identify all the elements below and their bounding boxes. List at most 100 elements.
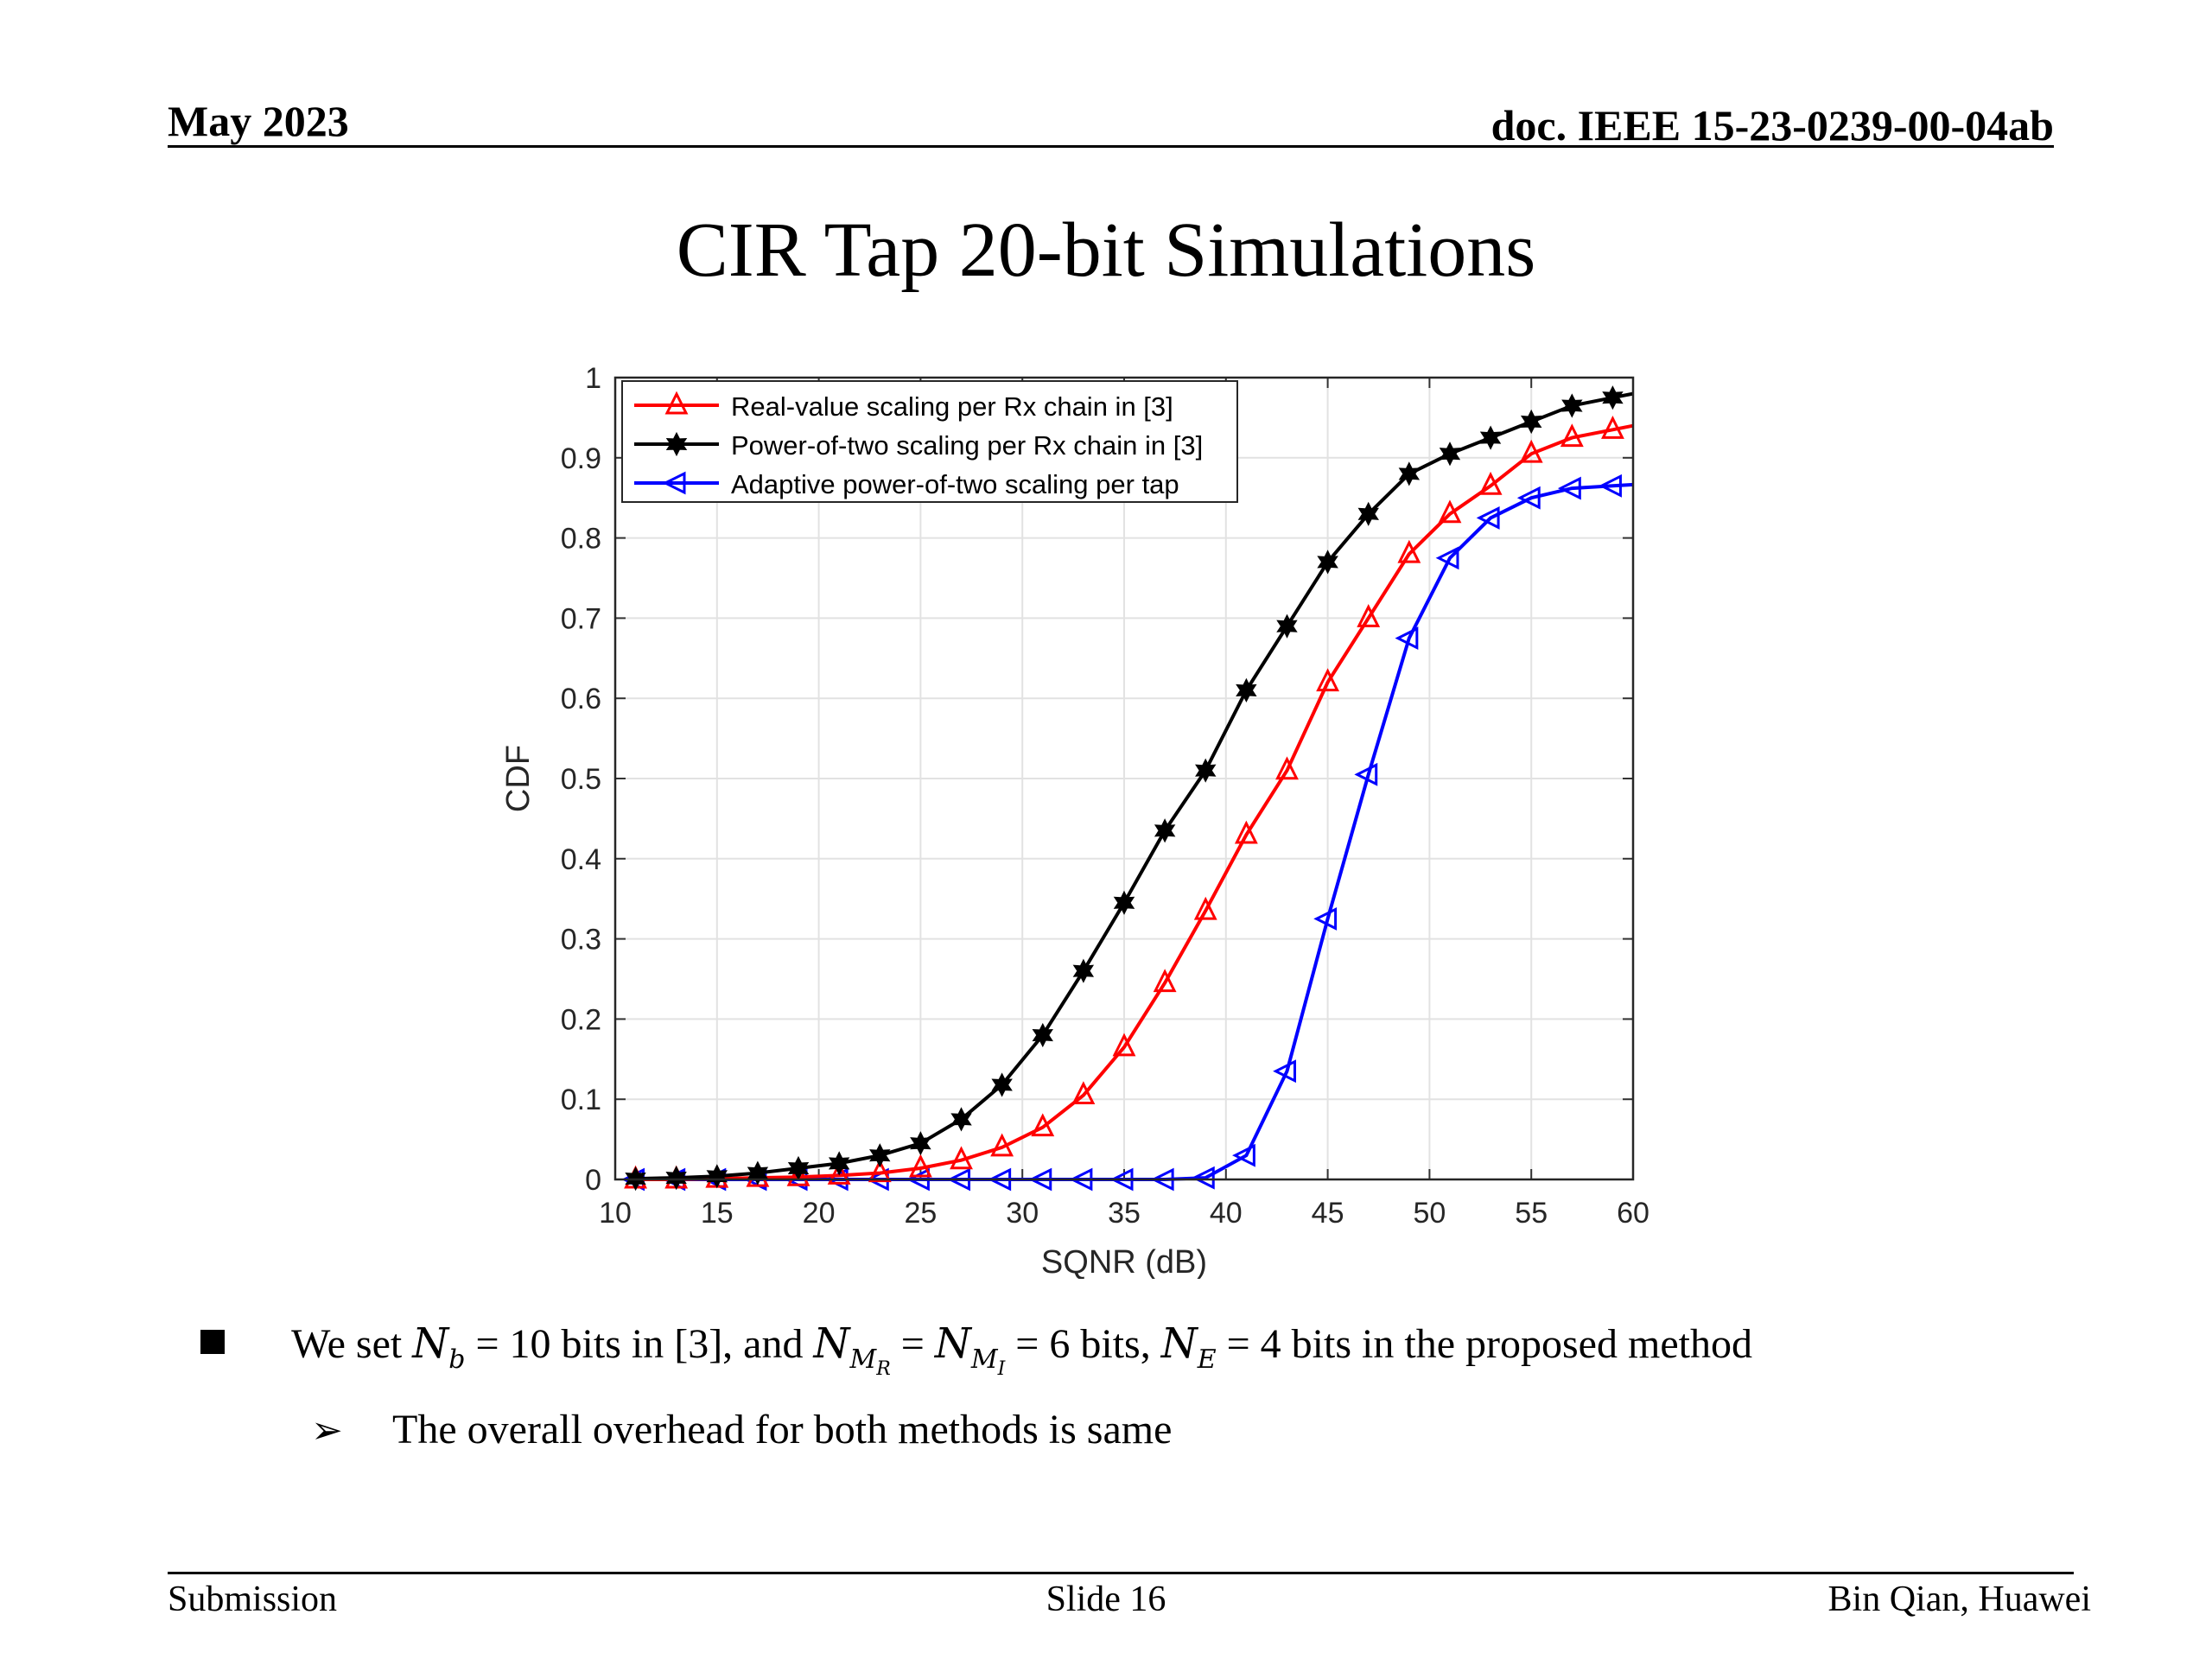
data-point [1479, 425, 1502, 450]
symbol-sub-m: MR [849, 1344, 890, 1380]
data-point [1601, 415, 1624, 439]
data-point [1397, 539, 1421, 563]
legend-marker [662, 471, 686, 495]
data-point [1032, 1022, 1053, 1048]
data-point [1317, 550, 1338, 575]
x-tick-label: 20 [803, 1197, 836, 1230]
bullet-sub-text: The overall overhead for both methods is… [392, 1407, 1173, 1452]
data-point [1357, 604, 1381, 627]
arrowhead-bullet-icon: ➢ [311, 1409, 343, 1452]
data-point [1560, 423, 1584, 448]
x-tick-label: 30 [1006, 1197, 1039, 1230]
cdf-chart: 10 15 20 25 30 35 40 45 50 55 60 0 0.1 0.2 0.3 0.4 0.5 0.… [500, 362, 1649, 1279]
data-point [1520, 409, 1542, 435]
data-point [1476, 505, 1500, 530]
x-tick-label: 35 [1108, 1197, 1141, 1230]
x-tick-label: 50 [1413, 1197, 1446, 1230]
square-bullet-icon [200, 1330, 225, 1354]
bullet-text-eq3: = 6 bits, [1015, 1321, 1151, 1367]
data-point [1276, 613, 1298, 639]
data-point [747, 1160, 769, 1185]
header-doc-id: doc. IEEE 15-23-0239-00-04ab [1491, 101, 2054, 149]
data-point [1112, 1033, 1136, 1057]
data-point [1354, 762, 1378, 786]
bullet-text-eq4: = 4 bits in the proposed method [1226, 1321, 1752, 1367]
symbol-subsub-i: I [997, 1358, 1006, 1380]
data-point [1232, 1143, 1255, 1167]
x-tick-label: 60 [1617, 1197, 1649, 1230]
bullet-main: We set Nb = 10 bits in [3], and NMR = NM… [200, 1318, 1752, 1395]
x-tick-label: 10 [599, 1197, 632, 1230]
bullet-text-eq1: = 10 bits in [3], and [475, 1321, 804, 1367]
footer-author: Bin Qian, Huawei [1827, 1580, 2091, 1619]
footer-slide-number: Slide 16 [1046, 1580, 1166, 1619]
y-axis-label: CDF [500, 745, 537, 812]
symbol-subsub-r: R [876, 1358, 891, 1380]
data-point [1191, 1166, 1215, 1190]
symbol-n: N [1160, 1319, 1198, 1368]
legend-entry: Adaptive power-of-two scaling per tap [731, 469, 1179, 499]
x-tick-label: 15 [701, 1197, 734, 1230]
symbol-sub-e: E [1197, 1344, 1217, 1375]
data-point [1316, 668, 1340, 692]
data-point [1439, 442, 1461, 467]
data-point [1516, 486, 1541, 510]
symbol-sub-m: MI [970, 1344, 1005, 1380]
x-tick-label: 45 [1312, 1197, 1344, 1230]
data-point [1234, 820, 1258, 844]
x-tick-label: 55 [1515, 1197, 1548, 1230]
data-point [868, 1159, 892, 1183]
data-point [1193, 896, 1217, 920]
data-point [869, 1143, 891, 1168]
header-rule [168, 145, 2054, 148]
data-point [1313, 906, 1338, 931]
y-tick-label: 0.9 [561, 442, 601, 475]
data-point [990, 1133, 1014, 1157]
data-point [1561, 393, 1583, 418]
legend-box [621, 380, 1238, 503]
data-point [1113, 890, 1135, 915]
data-point [828, 1151, 850, 1176]
symbol-sub-m-text: M [849, 1344, 877, 1375]
y-tick-label: 0.6 [561, 683, 601, 715]
data-point [1275, 756, 1299, 780]
data-point [908, 1154, 932, 1178]
symbol-sub-m-text: M [970, 1344, 998, 1375]
y-tick-label: 0.4 [561, 843, 601, 876]
y-tick-label: 0.7 [561, 602, 601, 635]
data-point [1273, 1059, 1296, 1084]
data-point [1153, 969, 1177, 993]
data-point [1236, 677, 1257, 703]
data-point [1195, 758, 1217, 783]
symbol-n: N [934, 1319, 971, 1368]
data-point [991, 1072, 1013, 1097]
bullet-text-we-set: We set [291, 1321, 403, 1367]
y-tick-label: 0.1 [561, 1084, 601, 1116]
data-point [1398, 461, 1421, 486]
symbol-sub-b: b [448, 1344, 466, 1375]
data-point [1154, 818, 1176, 843]
legend-entry: Real-value scaling per Rx chain in [3] [731, 391, 1173, 422]
legend-marker [665, 431, 688, 457]
data-point [1478, 471, 1503, 495]
x-tick-label: 25 [904, 1197, 937, 1230]
data-point [1557, 476, 1581, 500]
slide-title: CIR Tap 20-bit Simulations [676, 207, 1536, 293]
data-point [1438, 499, 1462, 524]
footer-submission: Submission [168, 1580, 338, 1619]
data-point [1519, 439, 1543, 463]
y-tick-label: 0.2 [561, 1003, 601, 1036]
data-point [786, 1162, 810, 1186]
y-tick-label: 1 [585, 362, 601, 395]
data-point [1357, 501, 1379, 526]
data-point [1435, 546, 1459, 570]
symbol-n: N [412, 1319, 449, 1368]
data-point [1071, 1081, 1096, 1105]
footer-rule [168, 1572, 2074, 1574]
data-point [950, 1146, 973, 1170]
data-point [1072, 958, 1095, 983]
x-axis-label: SQNR (dB) [1041, 1244, 1207, 1279]
y-tick-label: 0.8 [561, 523, 601, 556]
data-point [1602, 385, 1624, 410]
symbol-n: N [813, 1319, 850, 1368]
